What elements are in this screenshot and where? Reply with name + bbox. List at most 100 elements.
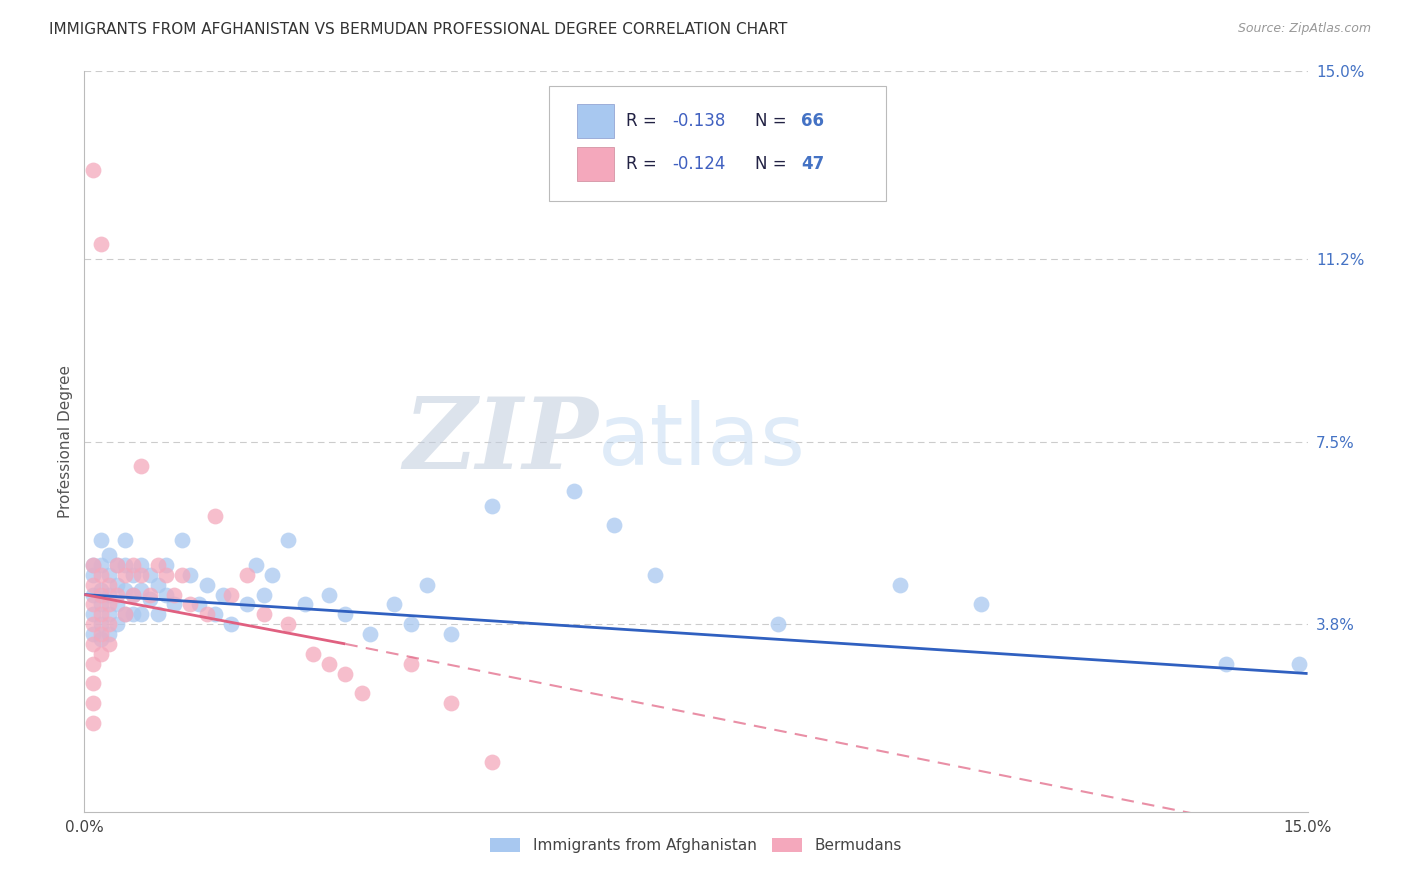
Point bbox=[90, 582, 112, 597]
Point bbox=[481, 756, 503, 770]
Point bbox=[155, 558, 177, 572]
Point bbox=[97, 637, 120, 651]
Point bbox=[172, 533, 194, 548]
Point bbox=[90, 598, 112, 612]
Point bbox=[131, 607, 153, 622]
Point bbox=[122, 588, 145, 602]
Point bbox=[359, 627, 381, 641]
Legend: Immigrants from Afghanistan, Bermudans: Immigrants from Afghanistan, Bermudans bbox=[484, 832, 908, 860]
Point bbox=[82, 637, 104, 651]
Point bbox=[204, 508, 226, 523]
Point bbox=[970, 598, 993, 612]
Point bbox=[82, 657, 104, 671]
Point bbox=[236, 567, 259, 582]
Point bbox=[90, 627, 112, 641]
Point bbox=[105, 598, 128, 612]
Point bbox=[90, 617, 112, 632]
Point bbox=[90, 237, 112, 252]
Point bbox=[294, 598, 316, 612]
Point bbox=[399, 617, 422, 632]
Point bbox=[90, 588, 112, 602]
Point bbox=[90, 647, 112, 661]
Point bbox=[131, 582, 153, 597]
Point bbox=[138, 567, 160, 582]
Point bbox=[644, 567, 666, 582]
Point bbox=[90, 558, 112, 572]
Point bbox=[97, 548, 120, 562]
Point bbox=[146, 577, 169, 591]
Text: R =: R = bbox=[626, 155, 662, 173]
Point bbox=[187, 598, 209, 612]
Point bbox=[260, 567, 283, 582]
Point bbox=[105, 558, 128, 572]
Point bbox=[138, 592, 160, 607]
Text: atlas: atlas bbox=[598, 400, 806, 483]
Text: R =: R = bbox=[626, 112, 662, 130]
Point bbox=[90, 567, 112, 582]
Point bbox=[277, 533, 299, 548]
Point bbox=[179, 567, 201, 582]
Point bbox=[114, 567, 136, 582]
Point bbox=[82, 715, 104, 730]
Text: Source: ZipAtlas.com: Source: ZipAtlas.com bbox=[1237, 22, 1371, 36]
Point bbox=[219, 617, 242, 632]
Text: -0.124: -0.124 bbox=[672, 155, 725, 173]
Point bbox=[131, 558, 153, 572]
Point bbox=[82, 163, 104, 178]
Point bbox=[245, 558, 267, 572]
Point bbox=[335, 666, 357, 681]
Point bbox=[212, 588, 235, 602]
Point bbox=[350, 686, 373, 700]
Point bbox=[481, 499, 503, 513]
Point bbox=[82, 558, 104, 572]
Point bbox=[82, 567, 104, 582]
Point bbox=[122, 607, 145, 622]
Point bbox=[155, 588, 177, 602]
Point bbox=[82, 617, 104, 632]
Point bbox=[82, 577, 104, 591]
Point bbox=[146, 607, 169, 622]
Point bbox=[97, 627, 120, 641]
Point bbox=[122, 558, 145, 572]
Point bbox=[562, 483, 585, 498]
Point bbox=[138, 588, 160, 602]
Point bbox=[318, 657, 340, 671]
Point bbox=[82, 588, 104, 602]
Text: -0.138: -0.138 bbox=[672, 112, 725, 130]
Point bbox=[97, 607, 120, 622]
Point bbox=[97, 577, 120, 591]
Point bbox=[97, 588, 120, 602]
Text: 47: 47 bbox=[801, 155, 824, 173]
Point bbox=[82, 598, 104, 612]
Point bbox=[105, 617, 128, 632]
Point bbox=[416, 577, 439, 591]
Point bbox=[277, 617, 299, 632]
Point bbox=[335, 607, 357, 622]
Point bbox=[82, 627, 104, 641]
Point bbox=[179, 598, 201, 612]
Y-axis label: Professional Degree: Professional Degree bbox=[58, 365, 73, 518]
Point bbox=[97, 598, 120, 612]
Point bbox=[603, 518, 626, 533]
FancyBboxPatch shape bbox=[550, 87, 886, 201]
Point bbox=[105, 558, 128, 572]
Point bbox=[1288, 657, 1310, 671]
Point bbox=[301, 647, 323, 661]
Point bbox=[114, 533, 136, 548]
Point bbox=[889, 577, 911, 591]
Point bbox=[122, 567, 145, 582]
Point bbox=[163, 598, 186, 612]
Point bbox=[82, 676, 104, 690]
Point bbox=[90, 632, 112, 646]
Point bbox=[105, 588, 128, 602]
Point bbox=[195, 577, 218, 591]
Point bbox=[155, 567, 177, 582]
Point bbox=[172, 567, 194, 582]
Bar bbox=[578, 147, 614, 180]
Point bbox=[146, 558, 169, 572]
Point bbox=[440, 696, 463, 710]
Point bbox=[105, 577, 128, 591]
Point bbox=[131, 459, 153, 474]
Point bbox=[114, 607, 136, 622]
Point bbox=[114, 558, 136, 572]
